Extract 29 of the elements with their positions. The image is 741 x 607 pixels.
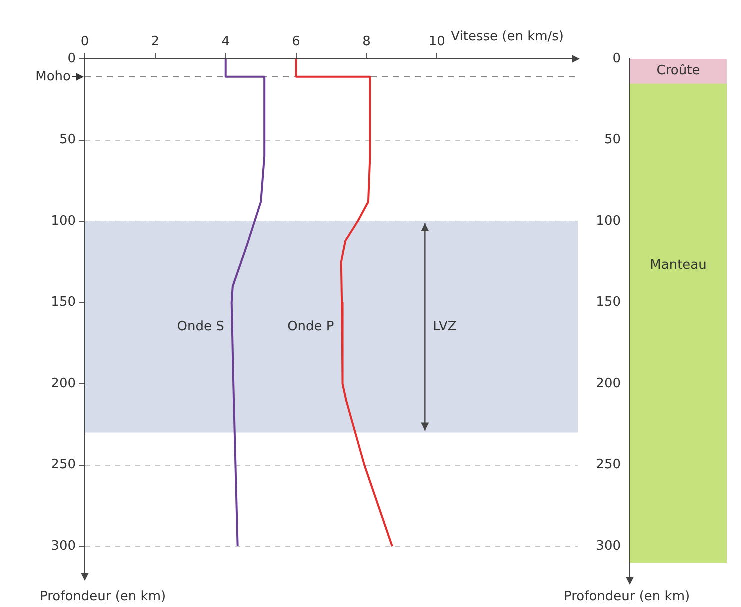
x-tick-label: 2 bbox=[151, 34, 160, 50]
y-tick-label: 300 bbox=[51, 538, 76, 554]
ref-line-label: Moho bbox=[36, 69, 72, 84]
y-axis-title: Profondeur (en km) bbox=[564, 589, 690, 604]
y-tick-label: 300 bbox=[596, 538, 621, 554]
x-tick-label: 6 bbox=[292, 34, 300, 50]
series-label: Onde P bbox=[288, 320, 334, 334]
y-tick-label: 200 bbox=[596, 376, 621, 392]
x-axis-title: Vitesse (en km/s) bbox=[451, 29, 564, 44]
y-tick-label: 250 bbox=[596, 458, 621, 473]
y-tick-label: 200 bbox=[51, 376, 76, 392]
x-tick-label: 10 bbox=[428, 34, 446, 50]
y-axis-title: Profondeur (en km) bbox=[40, 589, 166, 604]
x-tick-label: 4 bbox=[222, 34, 230, 50]
series-label: Onde S bbox=[177, 320, 224, 334]
band-label: LVZ bbox=[433, 320, 457, 334]
x-tick-label: 0 bbox=[80, 34, 90, 50]
y-tick-label: 0 bbox=[612, 51, 621, 66]
series-label: Manteau bbox=[650, 258, 707, 273]
x-tick-label: 8 bbox=[362, 34, 371, 50]
y-tick-label: 50 bbox=[604, 132, 621, 148]
y-tick-label: 150 bbox=[596, 295, 621, 310]
series-label: Croûte bbox=[656, 64, 700, 79]
y-tick-label: 250 bbox=[51, 458, 76, 473]
y-tick-label: 50 bbox=[59, 132, 76, 148]
y-tick-label: 150 bbox=[51, 295, 76, 310]
y-tick-label: 100 bbox=[596, 214, 621, 229]
y-tick-label: 100 bbox=[51, 214, 76, 229]
y-tick-label: 0 bbox=[68, 51, 76, 66]
